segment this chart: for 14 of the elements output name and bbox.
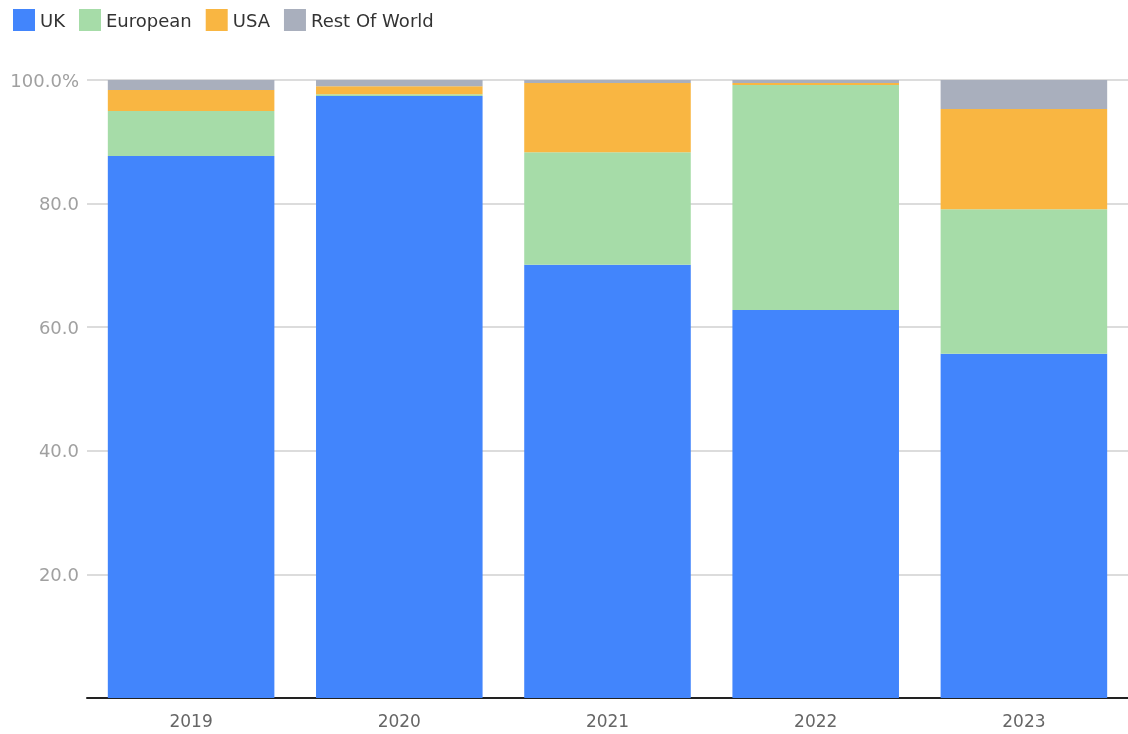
y-tick-label: 80.0 <box>38 193 79 215</box>
legend-label: USA <box>232 9 271 31</box>
legend-label: European <box>105 9 192 31</box>
y-tick-label: 20.0 <box>38 563 79 585</box>
y-tick-label: 60.0 <box>38 316 79 338</box>
x-tick-label: 2023 <box>1002 710 1046 731</box>
y-tick-label: 40.0 <box>38 440 79 462</box>
legend-label: UK <box>40 9 67 31</box>
x-tick-label: 2021 <box>585 710 630 731</box>
y-tick-label: 100.0% <box>10 69 79 91</box>
x-tick-label: 2020 <box>377 710 421 731</box>
legend-label: Rest Of World <box>310 9 434 31</box>
x-tick-label: 2022 <box>794 710 838 731</box>
x-tick-label: 2019 <box>169 710 213 731</box>
